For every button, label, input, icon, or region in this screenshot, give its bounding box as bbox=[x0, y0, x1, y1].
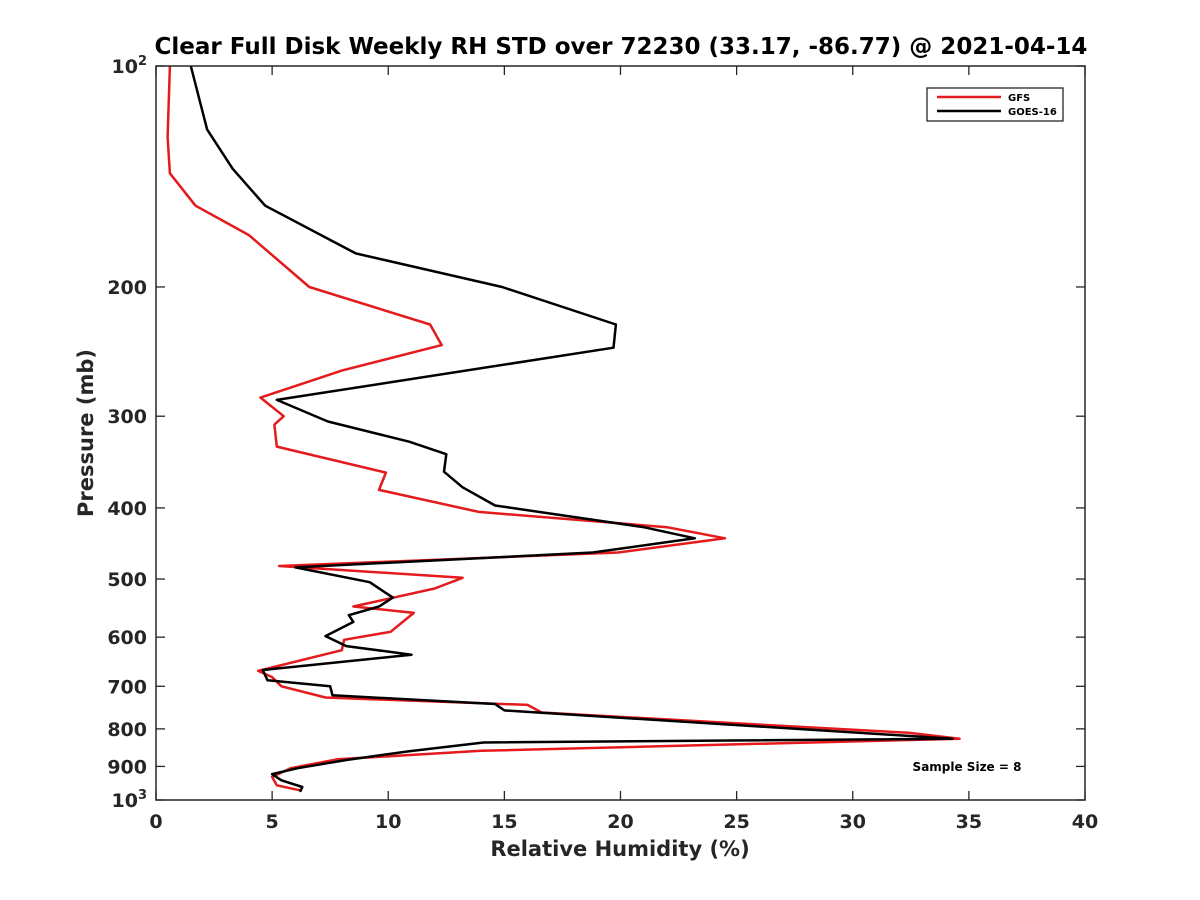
y-axis: 102 200 300 400 500 600 700 800 900 103 bbox=[107, 54, 1085, 812]
x-tick-label: 0 bbox=[149, 811, 162, 833]
x-axis-label: Relative Humidity (%) bbox=[490, 837, 749, 861]
series-line-gfs bbox=[166, 65, 961, 792]
x-tick-label: 20 bbox=[607, 811, 633, 833]
legend-goes16-label: GOES-16 bbox=[1008, 107, 1057, 118]
y-tick-label: 103 bbox=[112, 788, 148, 812]
chart-title: Clear Full Disk Weekly RH STD over 72230… bbox=[155, 34, 1088, 60]
y-tick-label: 800 bbox=[107, 719, 147, 741]
y-tick-label: 700 bbox=[107, 676, 147, 698]
sample-size-annotation: Sample Size = 8 bbox=[913, 760, 1022, 774]
y-tick-label: 300 bbox=[107, 406, 147, 428]
y-tick-label: 900 bbox=[107, 756, 147, 778]
y-tick-label: 400 bbox=[107, 498, 147, 520]
series-line-goes-16 bbox=[189, 65, 954, 793]
x-tick-label: 25 bbox=[723, 811, 749, 833]
x-tick-label: 15 bbox=[491, 811, 517, 833]
legend: GFS GOES-16 bbox=[926, 87, 1064, 122]
x-axis: 0 5 10 15 20 25 30 35 40 bbox=[149, 66, 1098, 833]
x-tick-label: 35 bbox=[956, 811, 982, 833]
y-tick-label: 600 bbox=[107, 627, 147, 649]
x-tick-label: 30 bbox=[840, 811, 866, 833]
series-lines bbox=[166, 65, 961, 793]
x-tick-label: 40 bbox=[1072, 811, 1098, 833]
y-tick-label: 500 bbox=[107, 569, 147, 591]
legend-gfs-label: GFS bbox=[1008, 93, 1030, 104]
y-axis-label: Pressure (mb) bbox=[74, 349, 98, 517]
y-tick-label: 102 bbox=[112, 54, 148, 78]
y-tick-label: 200 bbox=[107, 277, 147, 299]
x-tick-label: 5 bbox=[266, 811, 279, 833]
x-tick-label: 10 bbox=[375, 811, 401, 833]
legend-box bbox=[926, 87, 1064, 122]
